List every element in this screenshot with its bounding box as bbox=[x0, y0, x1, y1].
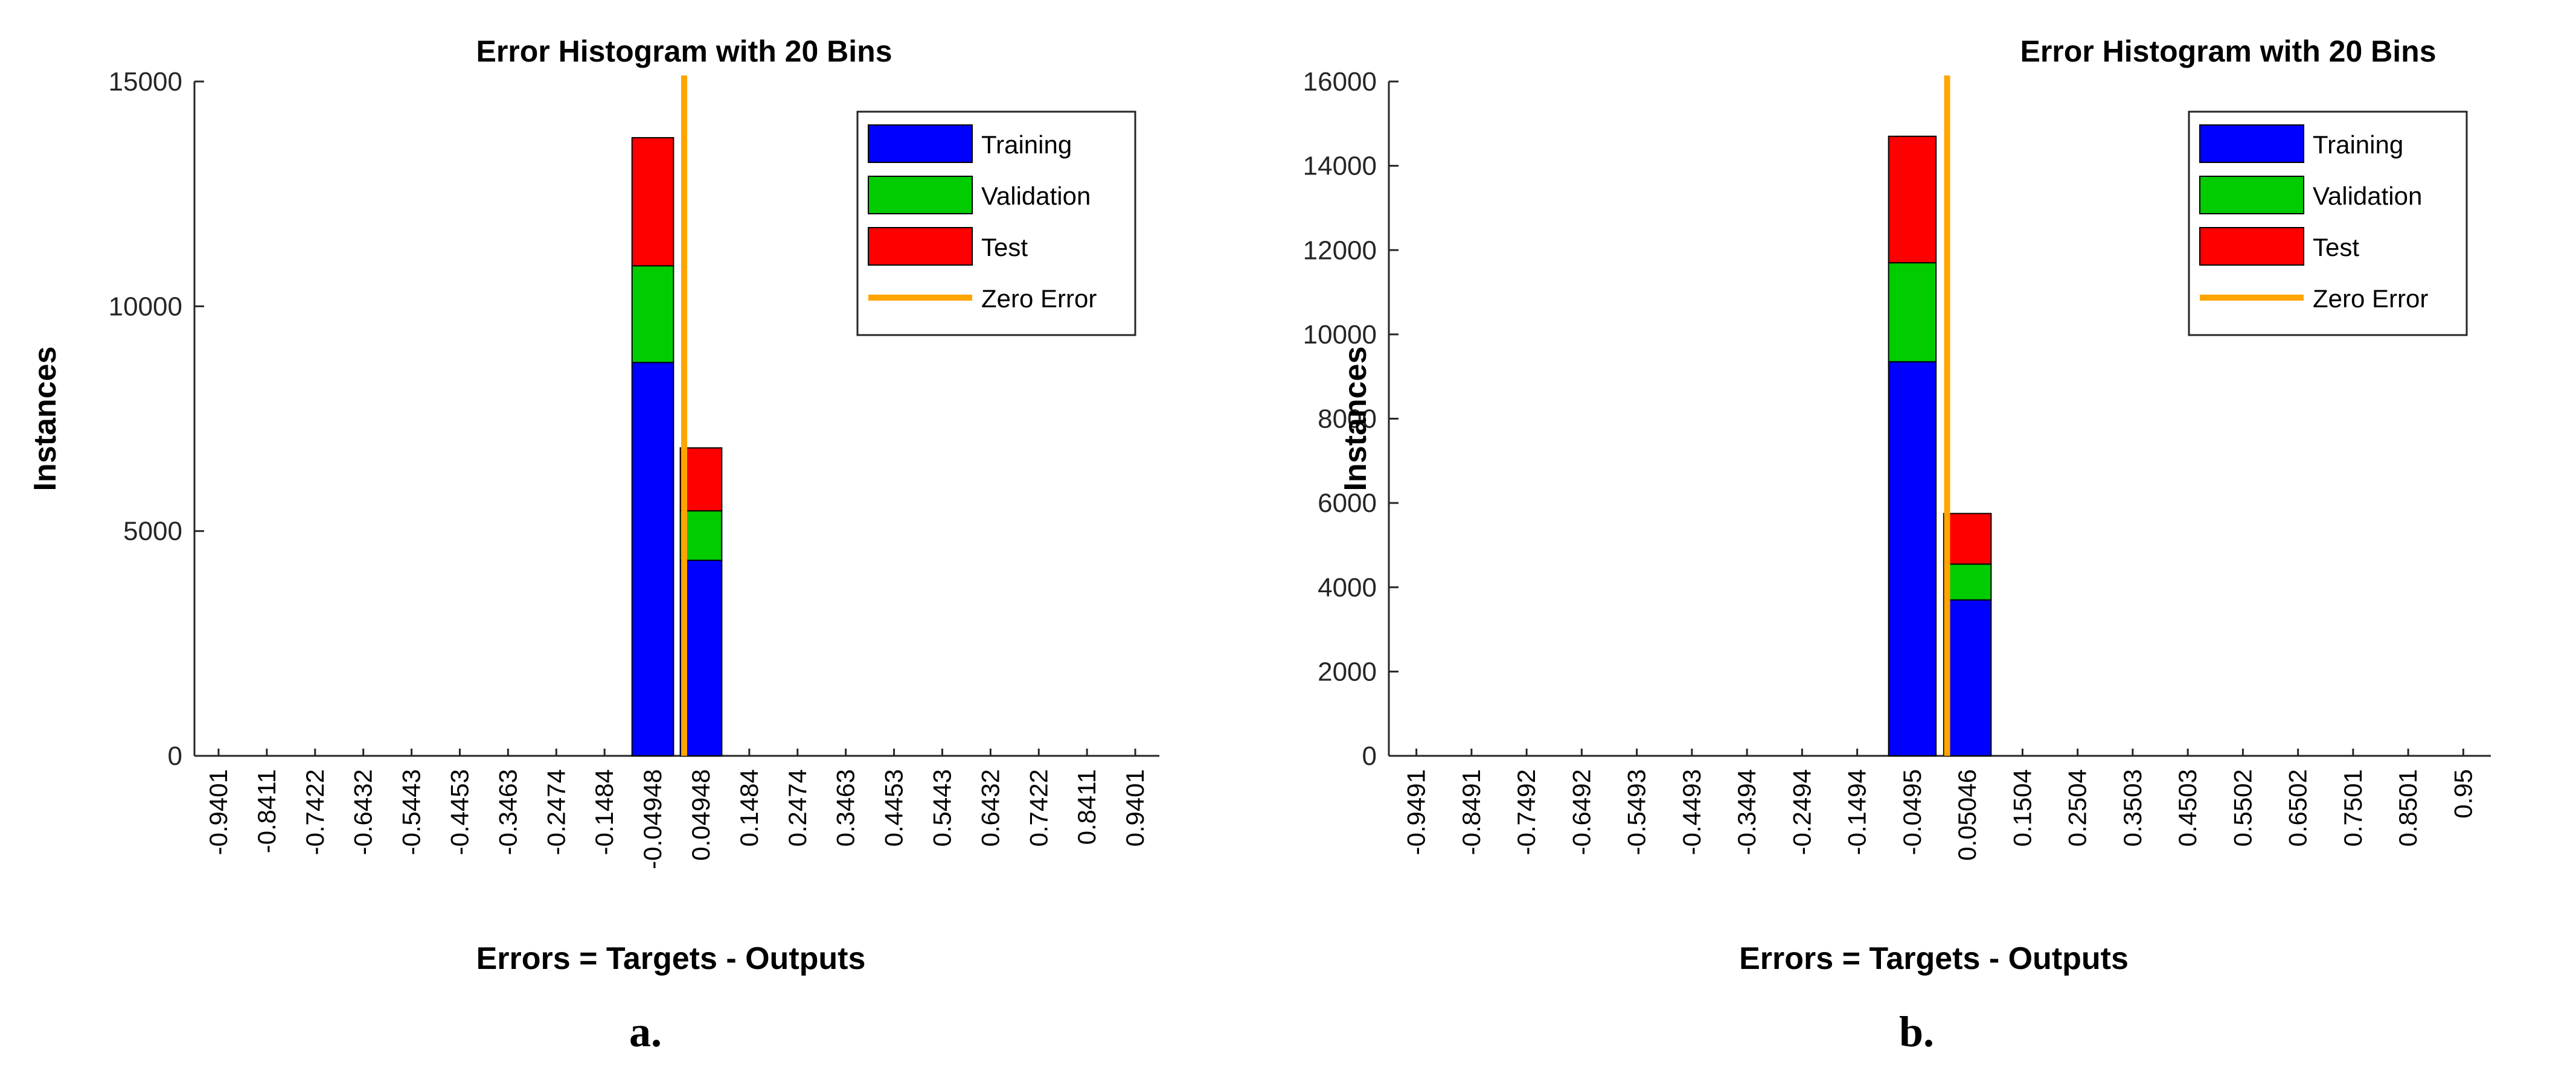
x-tick-label: 0.2474 bbox=[783, 769, 812, 846]
bar-training-10 bbox=[1943, 599, 1992, 756]
bar-validation-9 bbox=[1888, 262, 1937, 363]
x-tick-label: 0.05046 bbox=[1953, 769, 1981, 861]
legend-label-zero-error: Zero Error bbox=[2313, 284, 2428, 313]
legend-label-validation: Validation bbox=[981, 182, 1091, 210]
bar-validation-10 bbox=[679, 510, 723, 561]
y-tick-label: 2000 bbox=[1318, 657, 1377, 686]
x-tick-label: -0.6432 bbox=[349, 769, 377, 855]
x-tick-label: 0.95 bbox=[2449, 769, 2477, 819]
x-tick-label: -0.5493 bbox=[1623, 769, 1651, 855]
y-axis-label: Instances bbox=[1338, 347, 1373, 491]
x-tick-label: -0.8491 bbox=[1457, 769, 1485, 855]
x-tick-label: 0.7422 bbox=[1024, 769, 1053, 846]
x-tick-label: -0.5443 bbox=[397, 769, 426, 855]
bar-test-9 bbox=[631, 137, 674, 267]
y-tick-label: 8000 bbox=[1318, 404, 1377, 434]
x-tick-label: 0.9401 bbox=[1121, 769, 1149, 846]
legend-swatch-test bbox=[868, 227, 973, 266]
x-tick-label: 0.6502 bbox=[2284, 769, 2312, 846]
x-tick-label: -0.2474 bbox=[542, 769, 570, 855]
x-tick-label: 0.1484 bbox=[735, 769, 763, 846]
legend-swatch-training bbox=[2199, 124, 2304, 163]
bar-test-10 bbox=[679, 447, 723, 512]
chart-title: Error Histogram with 20 Bins bbox=[2020, 34, 2436, 68]
legend-label-validation: Validation bbox=[2313, 182, 2422, 210]
legend-label-zero-error: Zero Error bbox=[981, 284, 1097, 313]
x-tick-label: 0.3463 bbox=[831, 769, 860, 846]
y-tick-label: 0 bbox=[1362, 741, 1377, 771]
x-tick-label: -0.6492 bbox=[1567, 769, 1595, 855]
bar-test-10 bbox=[1943, 513, 1992, 565]
x-tick-label: -0.3494 bbox=[1732, 769, 1761, 855]
x-tick-label: -0.0495 bbox=[1898, 769, 1926, 855]
caption-b: b. bbox=[1899, 1008, 1935, 1056]
bar-test-9 bbox=[1888, 135, 1937, 264]
x-tick-label: -0.7422 bbox=[301, 769, 329, 855]
x-tick-label: -0.9491 bbox=[1402, 769, 1431, 855]
y-tick-label: 10000 bbox=[1303, 320, 1377, 350]
legend-swatch-validation bbox=[2199, 176, 2304, 214]
x-tick-label: 0.8411 bbox=[1072, 769, 1101, 845]
x-axis-label: Errors = Targets - Outputs bbox=[1739, 941, 2129, 976]
x-tick-label: 0.8501 bbox=[2394, 769, 2422, 846]
y-axis-label: Instances bbox=[28, 347, 63, 491]
x-tick-label: 0.3503 bbox=[2118, 769, 2147, 846]
x-tick-label: -0.3463 bbox=[493, 769, 522, 855]
x-tick-label: 0.4453 bbox=[880, 769, 908, 846]
chart-a-svg: Error Histogram with 20 Bins 0 5000 10000 15… bbox=[28, 34, 1159, 976]
chart-title: Error Histogram with 20 Bins bbox=[476, 34, 892, 68]
chart-panel-a: Error Histogram with 20 Bins 0 5000 10000 15… bbox=[28, 34, 1159, 1056]
bar-training-9 bbox=[1888, 361, 1937, 756]
legend-swatch-validation bbox=[868, 176, 973, 214]
x-tick-label: -0.1494 bbox=[1843, 769, 1871, 855]
x-tick-label: -0.9401 bbox=[204, 769, 232, 855]
x-tick-label: -0.4453 bbox=[445, 769, 473, 855]
bar-validation-9 bbox=[631, 265, 674, 363]
x-tick-label: -0.4493 bbox=[1677, 769, 1706, 855]
legend-label-test: Test bbox=[981, 233, 1028, 261]
x-tick-label: -0.7492 bbox=[1512, 769, 1540, 855]
y-tick-label: 16000 bbox=[1303, 67, 1377, 97]
bar-training-10 bbox=[679, 560, 723, 756]
x-tick-label: -0.1484 bbox=[590, 769, 618, 855]
legend-label-training: Training bbox=[981, 130, 1072, 159]
x-tick-label: -0.04948 bbox=[638, 769, 667, 869]
x-axis-label: Errors = Targets - Outputs bbox=[476, 941, 866, 976]
caption-a: a. bbox=[629, 1008, 662, 1056]
y-tick-label: 5000 bbox=[123, 517, 182, 546]
y-tick-label: 12000 bbox=[1303, 235, 1377, 265]
legend-swatch-training bbox=[868, 124, 973, 163]
y-tick-label: 14000 bbox=[1303, 152, 1377, 181]
y-tick-label: 4000 bbox=[1318, 573, 1377, 603]
x-tick-label: -0.8411 bbox=[252, 769, 281, 853]
legend-label-training: Training bbox=[2313, 130, 2403, 159]
y-tick-label: 6000 bbox=[1318, 488, 1377, 518]
legend-label-test: Test bbox=[2313, 233, 2359, 261]
x-tick-label: 0.2504 bbox=[2063, 769, 2092, 846]
chart-panel-b: Error Histogram with 20 Bins 0 2000 4000 600… bbox=[1288, 0, 2576, 1074]
x-tick-label: 0.1504 bbox=[2008, 769, 2036, 846]
bar-validation-10 bbox=[1943, 563, 1992, 601]
x-tick-label: -0.2494 bbox=[1787, 769, 1816, 855]
y-tick-label: 10000 bbox=[109, 292, 182, 321]
x-tick-label: 0.6432 bbox=[976, 769, 1004, 846]
x-tick-label: 0.04948 bbox=[687, 769, 715, 861]
x-tick-label: 0.5443 bbox=[928, 769, 956, 846]
chart-b-svg: Error Histogram with 20 Bins 0 2000 4000 600… bbox=[1303, 34, 2491, 976]
x-tick-label: 0.4503 bbox=[2173, 769, 2202, 846]
legend-swatch-test bbox=[2199, 227, 2304, 266]
y-tick-label: 0 bbox=[168, 741, 182, 771]
x-tick-label: 0.7501 bbox=[2339, 769, 2367, 846]
bar-training-9 bbox=[631, 362, 674, 756]
x-tick-label: 0.5502 bbox=[2228, 769, 2257, 846]
y-tick-label: 15000 bbox=[109, 67, 182, 97]
